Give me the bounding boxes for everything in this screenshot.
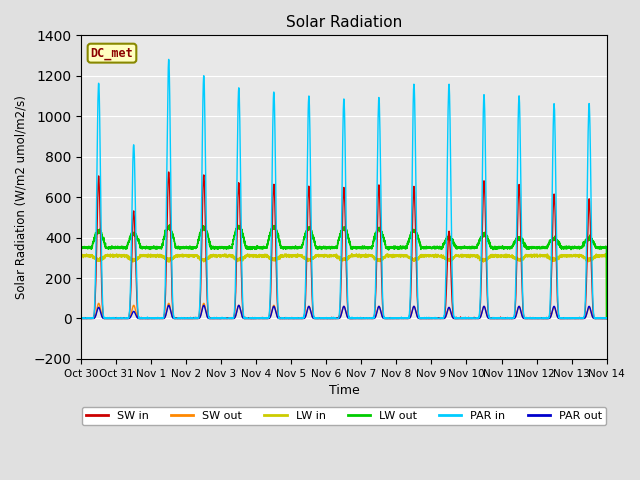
Title: Solar Radiation: Solar Radiation [286, 15, 402, 30]
Text: DC_met: DC_met [91, 47, 133, 60]
X-axis label: Time: Time [328, 384, 359, 397]
Y-axis label: Solar Radiation (W/m2 umol/m2/s): Solar Radiation (W/m2 umol/m2/s) [15, 95, 28, 299]
Legend: SW in, SW out, LW in, LW out, PAR in, PAR out: SW in, SW out, LW in, LW out, PAR in, PA… [81, 407, 606, 425]
